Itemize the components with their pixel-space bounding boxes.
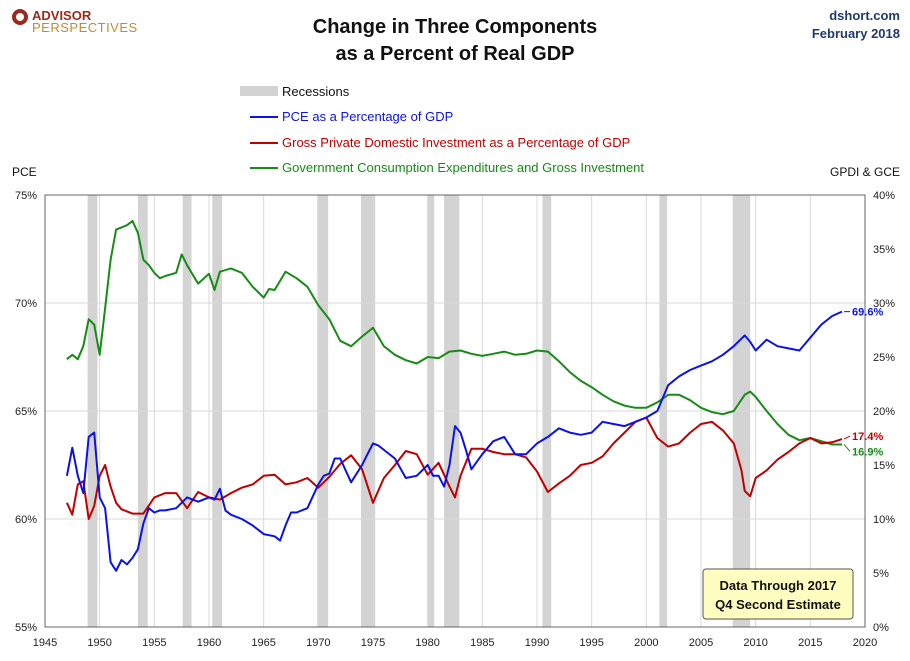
logo-line2: PERSPECTIVES [32,20,138,35]
pce-line [65,310,843,572]
right-axis-title: GPDI & GCE [830,165,900,179]
pce-line-end-label: 69.6% [852,307,883,319]
series [65,219,843,572]
data-note-line2: Q4 Second Estimate [715,597,841,612]
source-label: dshort.com [829,8,900,23]
x-tick-1980: 1980 [415,637,439,649]
legend-pce-label: PCE as a Percentage of GDP [282,109,453,124]
x-tick-2020: 2020 [853,637,877,649]
right-tick-8: 40% [873,190,895,202]
data-note-line1: Data Through 2017 [719,578,836,593]
x-tick-1970: 1970 [306,637,330,649]
right-tick-5: 25% [873,352,895,364]
x-tick-1955: 1955 [142,637,166,649]
legend-gce-label: Government Consumption Expenditures and … [282,160,644,175]
gce-line [66,219,842,446]
left-tick-0: 55% [15,622,37,634]
left-tick-4: 75% [15,190,37,202]
x-tick-1990: 1990 [525,637,549,649]
x-tick-1975: 1975 [361,637,385,649]
advisor-perspectives-logo: ADVISOR PERSPECTIVES [12,8,138,35]
x-tick-1995: 1995 [579,637,603,649]
x-tick-1985: 1985 [470,637,494,649]
left-tick-1: 60% [15,514,37,526]
right-tick-0: 0% [873,622,889,634]
legend-gpdi-label: Gross Private Domestic Investment as a P… [282,135,630,150]
data-note: Data Through 2017 Q4 Second Estimate [702,568,854,620]
logo-badge-inner-icon [16,13,24,21]
gpdi-line [65,416,843,520]
gpdi-line-end-label: 17.4% [852,431,883,443]
right-tick-3: 15% [873,460,895,472]
x-tick-1960: 1960 [197,637,221,649]
logo-line1: ADVISOR [32,8,92,23]
x-tick-2005: 2005 [689,637,713,649]
gce-line-end-label: 16.9% [852,446,883,458]
legend-recessions-swatch [240,86,278,96]
right-tick-7: 35% [873,244,895,256]
legend: Recessions PCE as a Percentage of GDP Gr… [240,84,644,175]
left-tick-2: 65% [15,406,37,418]
gce-line-end-leader [843,444,851,452]
end-labels: 16.9% 17.4% 69.6% [843,307,883,458]
chart-title-line1: Change in Three Components [313,16,597,38]
right-tick-1: 5% [873,568,889,580]
x-tick-2010: 2010 [743,637,767,649]
x-tick-1965: 1965 [251,637,275,649]
data-note-box [702,568,854,620]
left-axis-title: PCE [12,165,37,179]
right-tick-6: 30% [873,298,895,310]
chart-title-line2: as a Percent of Real GDP [336,43,575,65]
left-tick-3: 70% [15,298,37,310]
x-tick-2015: 2015 [798,637,822,649]
right-tick-2: 10% [873,514,895,526]
legend-recessions-label: Recessions [282,84,350,99]
tick-labels: 1945 1950 1955 1960 1965 1970 1975 1980 1985 1990… [15,190,895,649]
source-date: February 2018 [812,26,900,41]
x-tick-2000: 2000 [634,637,658,649]
x-tick-1950: 1950 [87,637,111,649]
right-tick-4: 20% [873,406,895,418]
x-tick-1945: 1945 [33,637,57,649]
plot-frame [44,194,866,628]
gpdi-line-end-leader [843,435,851,440]
